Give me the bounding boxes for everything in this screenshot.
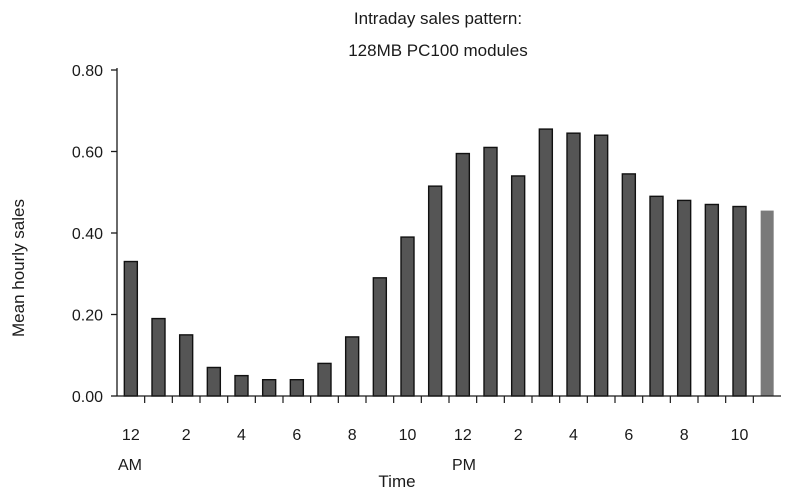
- bar: [538, 128, 554, 397]
- bar: [344, 336, 360, 397]
- bar: [123, 260, 139, 397]
- bars: [123, 128, 774, 397]
- bar: [621, 173, 637, 397]
- period-label-am: AM: [118, 457, 142, 474]
- bar: [372, 277, 388, 397]
- bar: [510, 175, 526, 397]
- bar: [593, 134, 609, 397]
- bar: [704, 203, 720, 397]
- bar: [427, 185, 443, 397]
- x-tick-label: 8: [680, 427, 689, 444]
- y-tick-label: 0.60: [72, 145, 103, 162]
- x-tick-label: 6: [624, 427, 633, 444]
- y-tick-label: 0.20: [72, 308, 103, 325]
- x-tick-label: 10: [731, 427, 749, 444]
- x-tick-label: 10: [399, 427, 417, 444]
- y-axis-label: Mean hourly sales: [9, 199, 28, 337]
- bar: [178, 334, 194, 397]
- x-tick-label: 2: [514, 427, 523, 444]
- x-tick-label: 4: [569, 427, 578, 444]
- bar: [400, 236, 415, 397]
- bar: [234, 374, 249, 397]
- bar: [206, 366, 222, 397]
- period-label-pm: PM: [452, 457, 476, 474]
- y-axis-ticks: 0.00 0.20 0.40 0.60 0.80: [72, 63, 117, 406]
- bar: [483, 146, 498, 397]
- x-tick-label: 12: [122, 427, 140, 444]
- x-tick-label: 6: [292, 427, 301, 444]
- y-tick-label: 0.00: [72, 389, 103, 406]
- y-tick-label: 0.80: [72, 63, 103, 80]
- chart-title-line-1: Intraday sales pattern:: [354, 9, 522, 28]
- x-tick-label: 4: [237, 427, 246, 444]
- x-axis-ticks: 12 2 4 6 8 10 12 2 4 6 8 10: [122, 396, 754, 444]
- bar: [732, 205, 747, 397]
- bar: [676, 199, 692, 397]
- bar: [151, 317, 166, 397]
- x-axis-label: Time: [378, 472, 415, 489]
- chart-title-line-2: 128MB PC100 modules: [348, 41, 528, 60]
- bar: [760, 210, 774, 396]
- x-tick-label: 8: [348, 427, 357, 444]
- y-tick-label: 0.40: [72, 226, 103, 243]
- bar: [566, 132, 581, 397]
- bar: [261, 379, 277, 397]
- bar: [317, 362, 332, 397]
- x-tick-label: 2: [182, 427, 191, 444]
- bar: [455, 152, 471, 397]
- bar: [289, 379, 305, 397]
- x-tick-label: 12: [454, 427, 472, 444]
- bar: [649, 195, 664, 397]
